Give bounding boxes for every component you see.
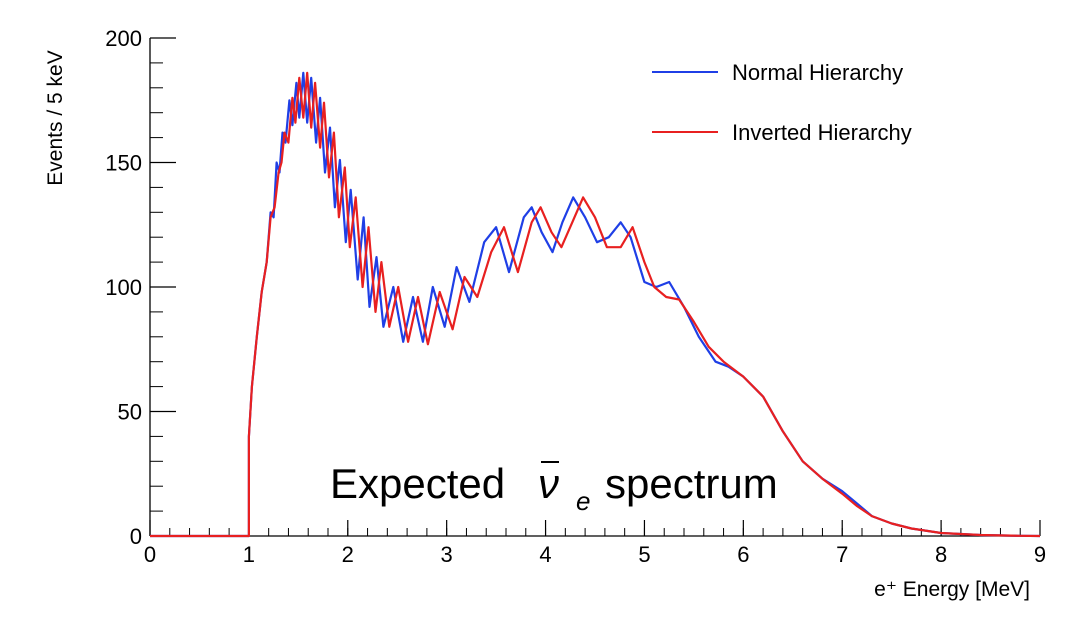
plot-area xyxy=(150,71,1041,538)
legend-label-normal: Normal Hierarchy xyxy=(732,60,903,85)
x-tick-label: 2 xyxy=(342,542,354,567)
x-tick-label: 9 xyxy=(1034,542,1046,567)
x-tick-label: 5 xyxy=(638,542,650,567)
legend-label-inverted: Inverted Hierarchy xyxy=(732,120,912,145)
x-tick-label: 1 xyxy=(243,542,255,567)
y-tick-label: 200 xyxy=(105,26,142,51)
x-tick-label: 7 xyxy=(836,542,848,567)
spectrum-annotation: Expected ν e spectrum xyxy=(330,460,778,516)
y-tick-label: 100 xyxy=(105,275,142,300)
annotation-suffix: spectrum xyxy=(605,460,778,507)
y-axis-title: Events / 5 keV xyxy=(44,50,67,185)
antineutrino-subscript: e xyxy=(576,486,590,516)
x-tick-label: 8 xyxy=(935,542,947,567)
y-tick-label: 150 xyxy=(105,151,142,176)
x-tick-label: 4 xyxy=(539,542,551,567)
x-tick-label: 3 xyxy=(441,542,453,567)
annotation-prefix: Expected xyxy=(330,460,505,507)
x-axis-title: e⁺ Energy [MeV] xyxy=(874,578,1030,601)
x-tick-label: 0 xyxy=(144,542,156,567)
series-line-inverted xyxy=(150,71,1041,538)
y-tick-label: 50 xyxy=(118,400,142,425)
y-tick-label: 0 xyxy=(130,524,142,549)
x-tick-label: 6 xyxy=(737,542,749,567)
legend: Normal Hierarchy Inverted Hierarchy xyxy=(652,60,912,145)
antineutrino-symbol: ν xyxy=(538,460,559,507)
